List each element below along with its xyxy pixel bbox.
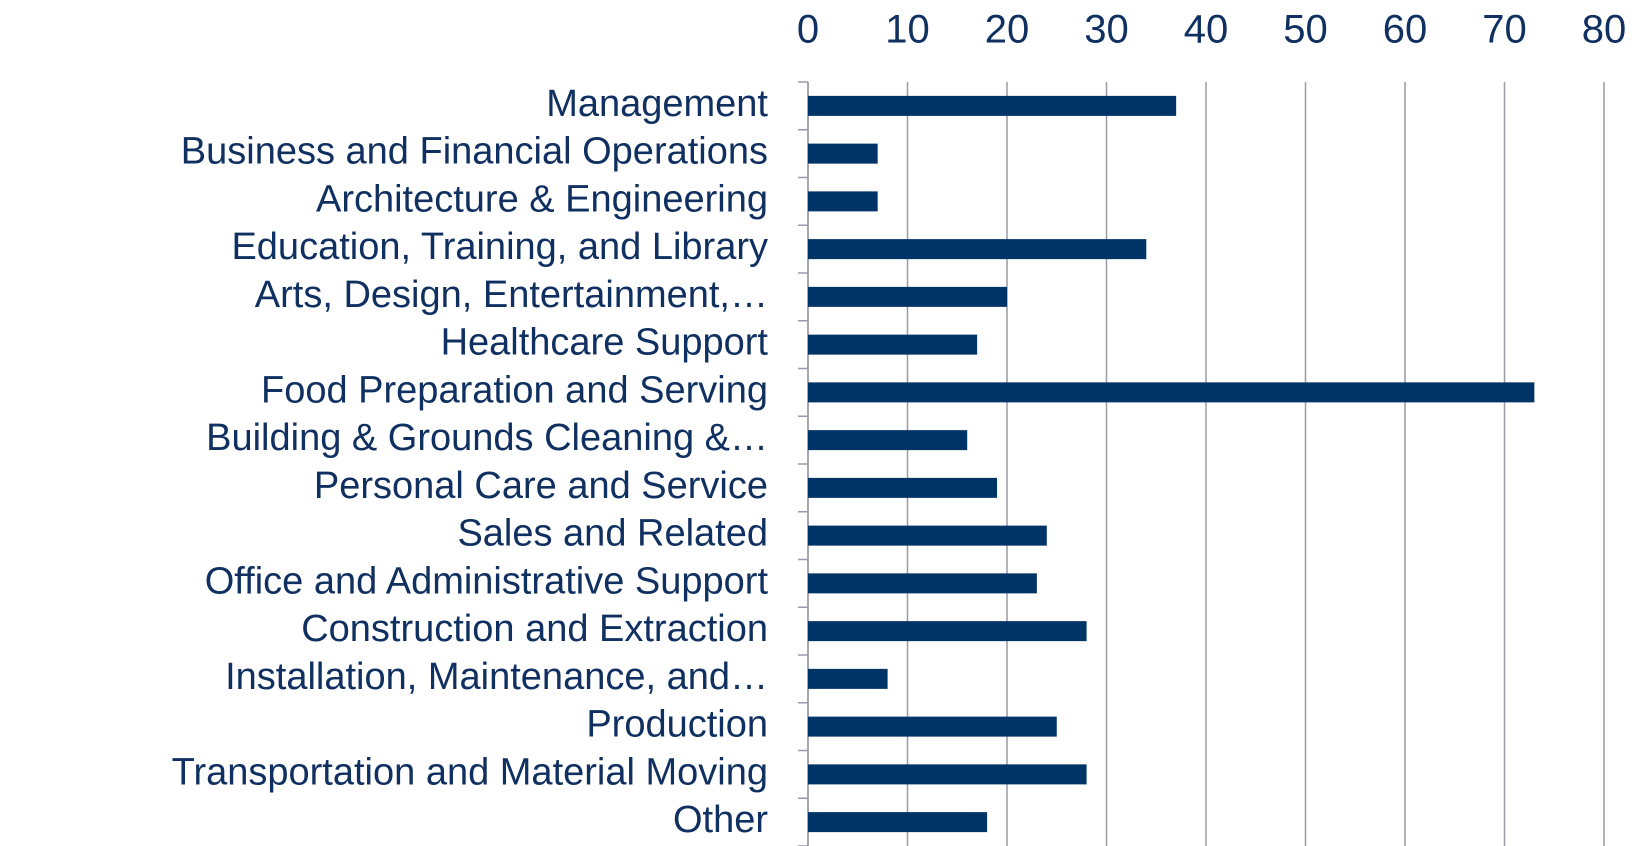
bar xyxy=(808,525,1047,546)
y-tick-label: Personal Care and Service xyxy=(314,465,768,507)
y-tick-label: Construction and Extraction xyxy=(301,608,768,650)
bar xyxy=(808,477,998,498)
bar xyxy=(808,812,988,833)
y-tick-label: Business and Financial Operations xyxy=(181,131,768,173)
x-tick-label: 80 xyxy=(1582,8,1627,52)
bar xyxy=(808,668,888,689)
x-tick-label: 0 xyxy=(797,8,819,52)
bar xyxy=(808,286,1007,307)
bar xyxy=(808,334,978,355)
bar xyxy=(808,191,878,212)
bar xyxy=(808,239,1147,260)
bar xyxy=(808,573,1037,594)
y-tick-label: Transportation and Material Moving xyxy=(172,751,768,793)
bar xyxy=(808,382,1535,403)
x-tick-label: 20 xyxy=(985,8,1030,52)
x-tick-label: 40 xyxy=(1184,8,1229,52)
y-tick-label: Management xyxy=(546,83,768,125)
bar xyxy=(808,621,1087,642)
y-tick-label: Building & Grounds Cleaning &… xyxy=(206,417,768,459)
bar xyxy=(808,764,1087,785)
y-tick-label: Sales and Related xyxy=(457,513,768,555)
bar xyxy=(808,95,1177,116)
x-tick-label: 70 xyxy=(1482,8,1527,52)
bar xyxy=(808,716,1057,737)
y-tick-label: Arts, Design, Entertainment,… xyxy=(255,274,768,316)
y-tick-label: Architecture & Engineering xyxy=(316,178,768,220)
y-tick-label: Other xyxy=(673,799,768,841)
bar xyxy=(808,143,878,164)
y-tick-label: Healthcare Support xyxy=(441,322,769,364)
y-tick-label: Installation, Maintenance, and… xyxy=(225,656,768,698)
y-tick-label: Education, Training, and Library xyxy=(231,226,768,268)
x-tick-label: 10 xyxy=(885,8,930,52)
bar xyxy=(808,430,968,451)
y-tick-label: Food Preparation and Serving xyxy=(261,369,768,411)
y-tick-label: Production xyxy=(586,704,768,746)
x-tick-label: 30 xyxy=(1084,8,1129,52)
y-tick-label: Office and Administrative Support xyxy=(205,560,769,602)
x-tick-label: 50 xyxy=(1283,8,1328,52)
x-tick-label: 60 xyxy=(1383,8,1428,52)
